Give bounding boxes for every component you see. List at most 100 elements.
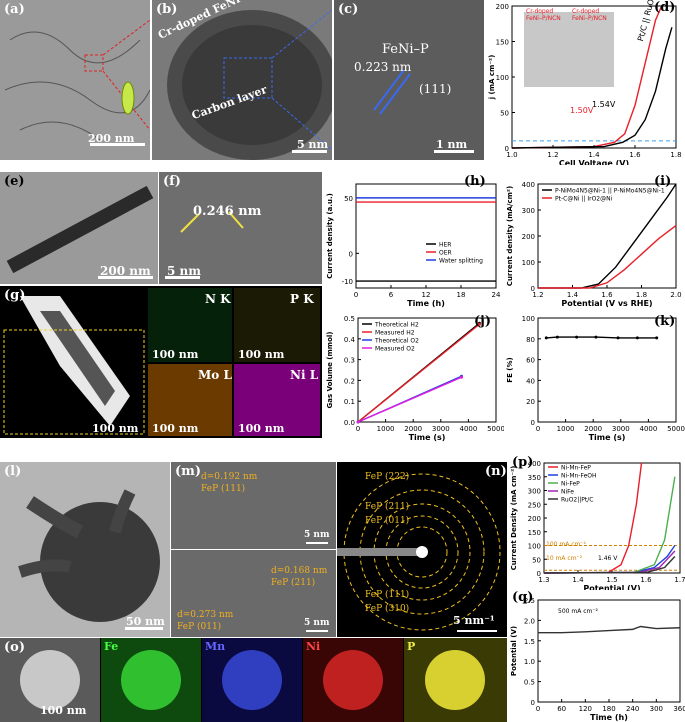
series-line: [546, 336, 657, 339]
x-axis-label: Potential (V vs RHE): [561, 299, 652, 308]
x-tick-label: 1.2: [547, 151, 558, 159]
photo-inset: [524, 12, 614, 87]
map-label: P: [407, 640, 416, 653]
legend-label: P-NiMo4N5@Ni-1 || P-NiMo4N5@Ni-1: [555, 188, 665, 195]
ring-label: FeP (211): [365, 502, 410, 512]
chart-i: 1.2 1.4 1.6 1.8 2.0 Potential (V vs RHE) 0 100 2…: [506, 181, 682, 308]
series-line: [538, 225, 677, 289]
map-label: N K: [205, 292, 231, 306]
scale-bar: [457, 630, 497, 632]
y-tick-label: 50: [532, 556, 541, 564]
series-line: [357, 376, 462, 423]
x-axis-label: Potential (V): [583, 584, 640, 590]
scale-bar: [306, 542, 328, 544]
y-axis-label: Current Density (mA cm⁻²): [510, 466, 518, 571]
map-label: Ni: [306, 640, 321, 653]
x-tick-label: 1.2: [532, 291, 543, 299]
series-line: [357, 323, 480, 423]
x-tick-label: 1.6: [629, 151, 641, 159]
x-tick-label: 1.4: [572, 576, 584, 584]
legend-label: Theoretical O2: [374, 338, 419, 345]
panel-label: (e): [4, 174, 25, 189]
x-tick-label: 1.7: [674, 576, 685, 584]
series-line: [543, 556, 676, 574]
x-tick-label: 4000: [639, 425, 657, 433]
y-tick-label: 400: [522, 181, 535, 189]
scale-text: 5 nm: [297, 138, 329, 151]
panel-m: (m) d=0.192 nm FeP (111) d=0.273 nm FeP …: [171, 462, 336, 637]
annotation: FeP (111): [201, 484, 246, 494]
hline-label: 10 mA cm⁻²: [546, 555, 583, 562]
x-tick-label: 3000: [432, 425, 450, 433]
voltage-label: 1.50V: [570, 106, 594, 115]
y-tick-label: 0.5: [524, 679, 535, 687]
x-tick-label: 5000: [487, 425, 504, 433]
series-line: [511, 5, 663, 149]
data-point: [594, 335, 598, 339]
legend-label: HER: [439, 242, 451, 249]
scale-bar: [125, 627, 163, 630]
y-tick-label: 300: [528, 488, 541, 496]
panel-label: (j): [474, 314, 492, 329]
chart-j: 0 1000 2000 3000 4000 5000 Time (s) 0.0 0.1 0.2 0.…: [326, 315, 504, 442]
plot-frame: [537, 317, 677, 423]
panel-label: (g): [4, 288, 26, 303]
map-label: P K: [290, 292, 314, 306]
y-tick-label: 150: [496, 39, 509, 47]
data-point: [477, 322, 481, 326]
scale-text: 5 nm⁻¹: [453, 614, 495, 627]
panel-label: (f): [163, 174, 181, 189]
y-tick-label: 2.5: [524, 597, 535, 605]
x-axis-label: Time (h): [407, 299, 445, 308]
scale-text: 5 nm: [167, 264, 201, 278]
x-tick-label: 180: [602, 705, 615, 713]
panel-a-image: [4, 19, 150, 141]
hline-label: 100 mA cm⁻²: [546, 541, 586, 548]
x-tick-label: 12: [422, 291, 431, 299]
panel-label: (p): [512, 455, 534, 470]
y-tick-label: 0: [531, 419, 535, 427]
voltage-label: 1.46 V: [598, 555, 618, 562]
y-axis-label: Gas Volume (mmol): [326, 332, 334, 409]
y-tick-label: 100: [496, 74, 509, 82]
x-tick-label: 4000: [459, 425, 477, 433]
data-point: [575, 335, 579, 339]
data-point: [616, 336, 620, 340]
data-point: [460, 375, 463, 379]
legend-label: Ni-Mn-FeOH: [561, 473, 597, 480]
annotation: FeP (211): [271, 578, 316, 588]
x-tick-label: 24: [492, 291, 501, 299]
inset-label: Cr-doped FeNi–P/NCN: [572, 8, 607, 22]
x-tick-label: 2000: [584, 425, 602, 433]
chart-d: 1.0 1.2 1.4 1.6 1.8 Cell Voltage (V) 0 50 100 150…: [488, 3, 682, 165]
panel-label: (i): [654, 174, 672, 189]
panel-c-image: [373, 69, 411, 115]
panel-d: 1.0 1.2 1.4 1.6 1.8 Cell Voltage (V) 0 50 100 150…: [486, 0, 685, 165]
annotation: (111): [419, 82, 452, 96]
scale-text: 100 nm: [238, 422, 285, 435]
scale-bar: [165, 276, 200, 279]
panel-p: 1.3 1.4 1.5 1.6 1.7 Potential (V) 0 50 100 150 200…: [508, 455, 685, 590]
scale-bar: [434, 150, 474, 153]
scale-text: 100 nm: [92, 422, 139, 435]
scale-bar: [292, 150, 327, 153]
x-tick-label: 1000: [377, 425, 395, 433]
scale-text: 200 nm: [88, 132, 135, 145]
y-tick-label: 50: [344, 195, 353, 203]
plot-frame: [537, 599, 681, 703]
panel-h: 0 6 12 18 24 Time (h) 50 0 -10 Current density (a…: [324, 170, 504, 310]
panel-n: (n) FeP (222) FeP (211) FeP (011) FeP (1…: [337, 462, 507, 637]
data-point: [555, 335, 559, 339]
panel-b-image: [167, 9, 332, 160]
panel-l: (l) 50 nm: [0, 462, 170, 637]
scale-text: 1 nm: [436, 138, 468, 151]
panel-g: (g) N K P K Mo L Ni L 100 nm 100 nm 100 …: [0, 286, 322, 438]
panel-label: (l): [4, 464, 22, 479]
x-tick-label: 3000: [612, 425, 630, 433]
chart-q: 0 60 120 180 240 300 360 Time (h) 0 0.5 1.0 1.5 2.0 2…: [510, 597, 685, 722]
diffraction-pattern: [337, 473, 501, 631]
map-label: Fe: [104, 640, 119, 653]
y-axis-label: Current density (a.u.): [326, 193, 334, 279]
y-tick-label: 0: [349, 250, 353, 258]
panel-label: (a): [4, 2, 25, 17]
